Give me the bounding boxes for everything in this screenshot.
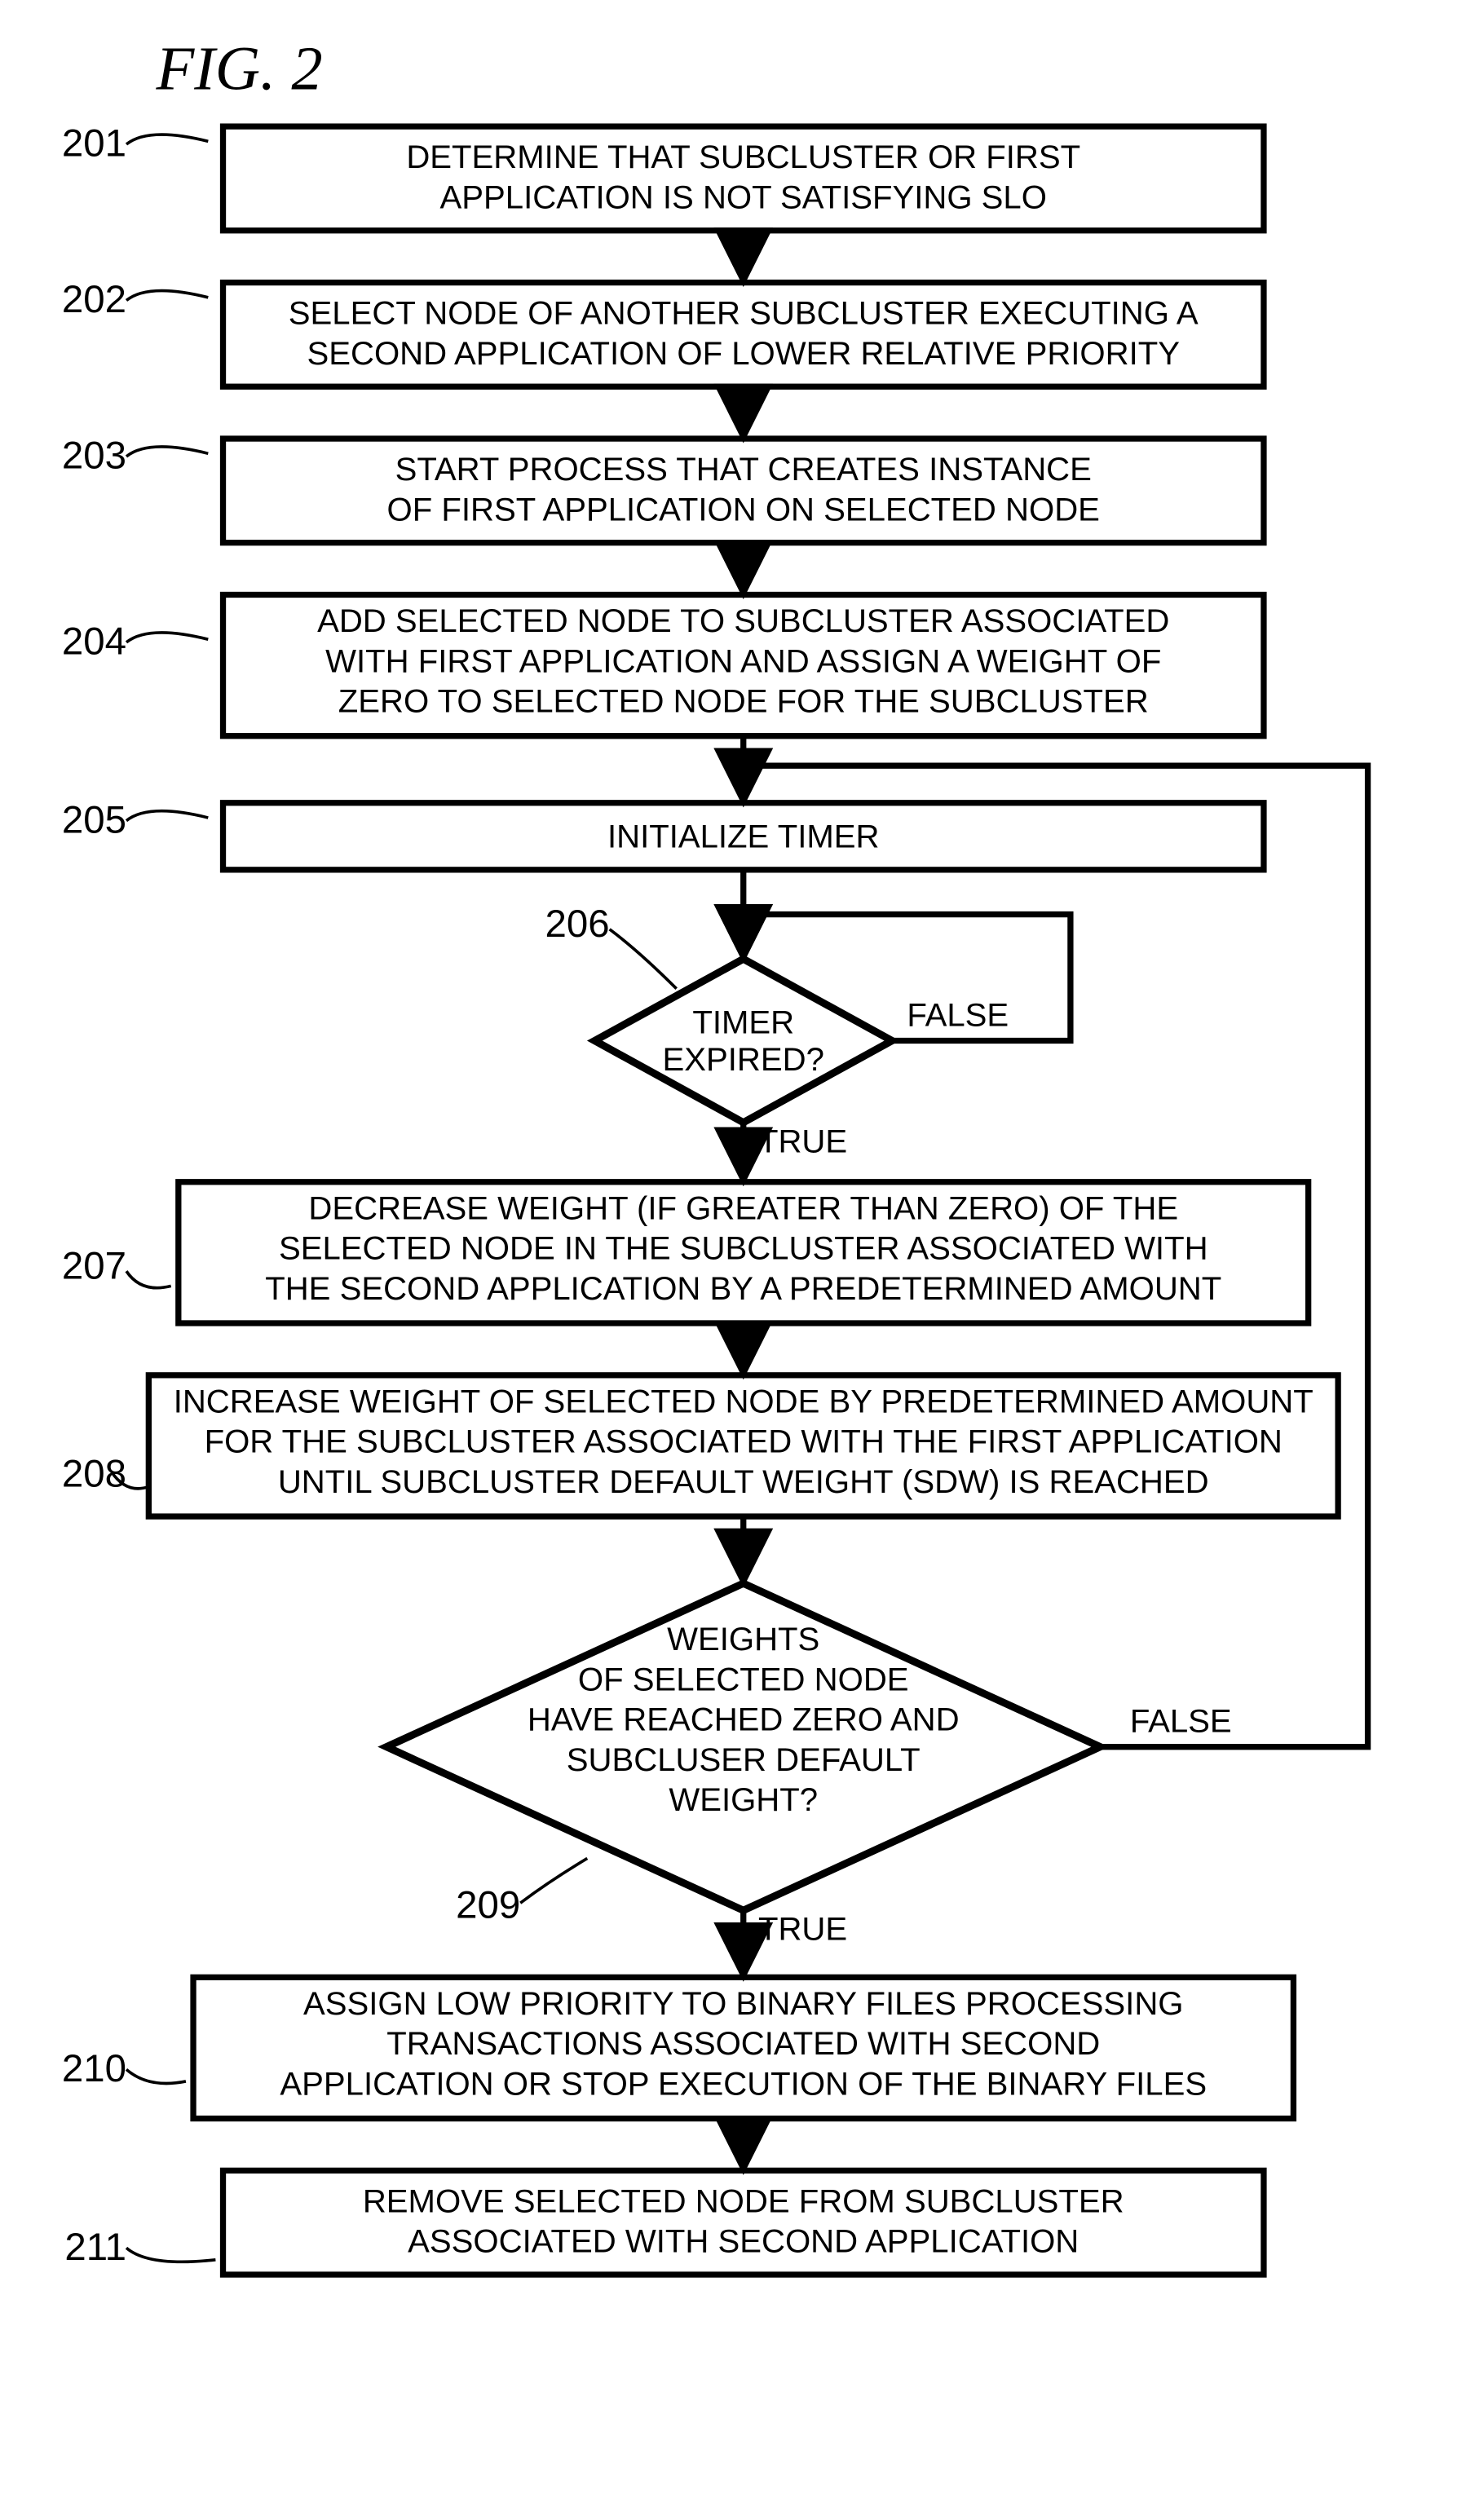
svg-text:ADD SELECTED NODE TO SUBCLUSTE: ADD SELECTED NODE TO SUBCLUSTER ASSOCIAT…: [317, 603, 1169, 639]
svg-text:EXPIRED?: EXPIRED?: [663, 1042, 824, 1078]
node-208: INCREASE WEIGHT OF SELECTED NODE BY PRED…: [148, 1375, 1338, 1516]
svg-text:DETERMINE THAT SUBCLUSTER OR F: DETERMINE THAT SUBCLUSTER OR FIRST: [406, 139, 1080, 175]
flowchart: FIG. 2 DETERMINE THAT SUBCLUSTER OR FIRS…: [0, 0, 1457, 2520]
svg-text:OF SELECTED NODE: OF SELECTED NODE: [578, 1662, 909, 1697]
ref-207: 207: [62, 1244, 126, 1287]
node-205: INITIALIZE TIMER: [223, 803, 1264, 870]
svg-text:START PROCESS THAT CREATES INS: START PROCESS THAT CREATES INSTANCE: [395, 452, 1092, 488]
svg-text:ASSIGN LOW PRIORITY TO BINARY: ASSIGN LOW PRIORITY TO BINARY FILES PROC…: [303, 1986, 1184, 2022]
svg-text:INCREASE WEIGHT OF SELECTED NO: INCREASE WEIGHT OF SELECTED NODE BY PRED…: [174, 1384, 1314, 1419]
ref-209: 209: [456, 1883, 520, 1926]
node-201: DETERMINE THAT SUBCLUSTER OR FIRST APPLI…: [223, 126, 1264, 231]
node-203: START PROCESS THAT CREATES INSTANCE OF F…: [223, 439, 1264, 543]
branch-209-false: FALSE: [1130, 1703, 1232, 1739]
svg-text:OF FIRST APPLICATION ON SELECT: OF FIRST APPLICATION ON SELECTED NODE: [387, 492, 1100, 527]
node-202: SELECT NODE OF ANOTHER SUBCLUSTER EXECUT…: [223, 283, 1264, 387]
svg-text:SECOND APPLICATION OF LOWER RE: SECOND APPLICATION OF LOWER RELATIVE PRI…: [307, 336, 1180, 372]
svg-text:THE SECOND APPLICATION BY A PR: THE SECOND APPLICATION BY A PREDETERMINE…: [265, 1271, 1221, 1307]
ref-204: 204: [62, 620, 126, 663]
svg-text:TRANSACTIONS ASSOCIATED WITH S: TRANSACTIONS ASSOCIATED WITH SECOND: [386, 2026, 1100, 2062]
ref-210: 210: [62, 2047, 126, 2090]
svg-text:UNTIL SUBCLUSTER DEFAULT WEIGH: UNTIL SUBCLUSTER DEFAULT WEIGHT (SDW) IS…: [278, 1464, 1209, 1500]
svg-text:APPLICATION IS NOT SATISFYING: APPLICATION IS NOT SATISFYING SLO: [440, 179, 1047, 215]
svg-text:SELECT NODE OF ANOTHER SUBCLUS: SELECT NODE OF ANOTHER SUBCLUSTER EXECUT…: [289, 296, 1199, 332]
figure-title: FIG. 2: [155, 34, 322, 104]
ref-211: 211: [64, 2226, 126, 2269]
node-206: TIMER EXPIRED?: [594, 959, 892, 1123]
svg-text:INITIALIZE TIMER: INITIALIZE TIMER: [607, 819, 880, 854]
ref-205: 205: [62, 798, 126, 841]
branch-206-false: FALSE: [907, 997, 1009, 1033]
svg-text:ZERO TO SELECTED NODE FOR THE: ZERO TO SELECTED NODE FOR THE SUBCLUSTER: [338, 684, 1149, 720]
ref-206: 206: [545, 903, 610, 946]
ref-201: 201: [62, 122, 126, 165]
node-204: ADD SELECTED NODE TO SUBCLUSTER ASSOCIAT…: [223, 594, 1264, 735]
ref-208: 208: [62, 1453, 126, 1496]
svg-text:APPLICATION OR STOP EXECUTION: APPLICATION OR STOP EXECUTION OF THE BIN…: [280, 2066, 1207, 2102]
branch-209-true: TRUE: [758, 1912, 847, 1948]
svg-text:WITH FIRST APPLICATION AND ASS: WITH FIRST APPLICATION AND ASSIGN A WEIG…: [325, 643, 1161, 679]
svg-text:FOR THE SUBCLUSTER ASSOCIATED: FOR THE SUBCLUSTER ASSOCIATED WITH THE F…: [205, 1424, 1283, 1460]
svg-text:ASSOCIATED WITH SECOND APPLICA: ASSOCIATED WITH SECOND APPLICATION: [408, 2224, 1079, 2260]
svg-text:SUBCLUSER DEFAULT: SUBCLUSER DEFAULT: [567, 1742, 921, 1778]
svg-text:WEIGHTS: WEIGHTS: [667, 1622, 819, 1657]
node-207: DECREASE WEIGHT (IF GREATER THAN ZERO) O…: [179, 1182, 1309, 1323]
node-210: ASSIGN LOW PRIORITY TO BINARY FILES PROC…: [193, 1977, 1293, 2118]
ref-202: 202: [62, 278, 126, 321]
svg-text:SELECTED NODE IN THE SUBCLUSTE: SELECTED NODE IN THE SUBCLUSTER ASSOCIAT…: [279, 1231, 1208, 1267]
ref-203: 203: [62, 435, 126, 478]
svg-text:HAVE REACHED ZERO AND: HAVE REACHED ZERO AND: [528, 1702, 960, 1738]
svg-text:DECREASE WEIGHT (IF GREATER TH: DECREASE WEIGHT (IF GREATER THAN ZERO) O…: [308, 1190, 1178, 1226]
branch-206-true: TRUE: [758, 1123, 847, 1159]
node-211: REMOVE SELECTED NODE FROM SUBCLUSTER ASS…: [223, 2170, 1264, 2275]
svg-text:WEIGHT?: WEIGHT?: [669, 1782, 818, 1818]
svg-text:TIMER: TIMER: [692, 1004, 794, 1040]
svg-text:REMOVE SELECTED NODE FROM SUBC: REMOVE SELECTED NODE FROM SUBCLUSTER: [363, 2183, 1124, 2219]
node-209: WEIGHTS OF SELECTED NODE HAVE REACHED ZE…: [386, 1583, 1100, 1910]
